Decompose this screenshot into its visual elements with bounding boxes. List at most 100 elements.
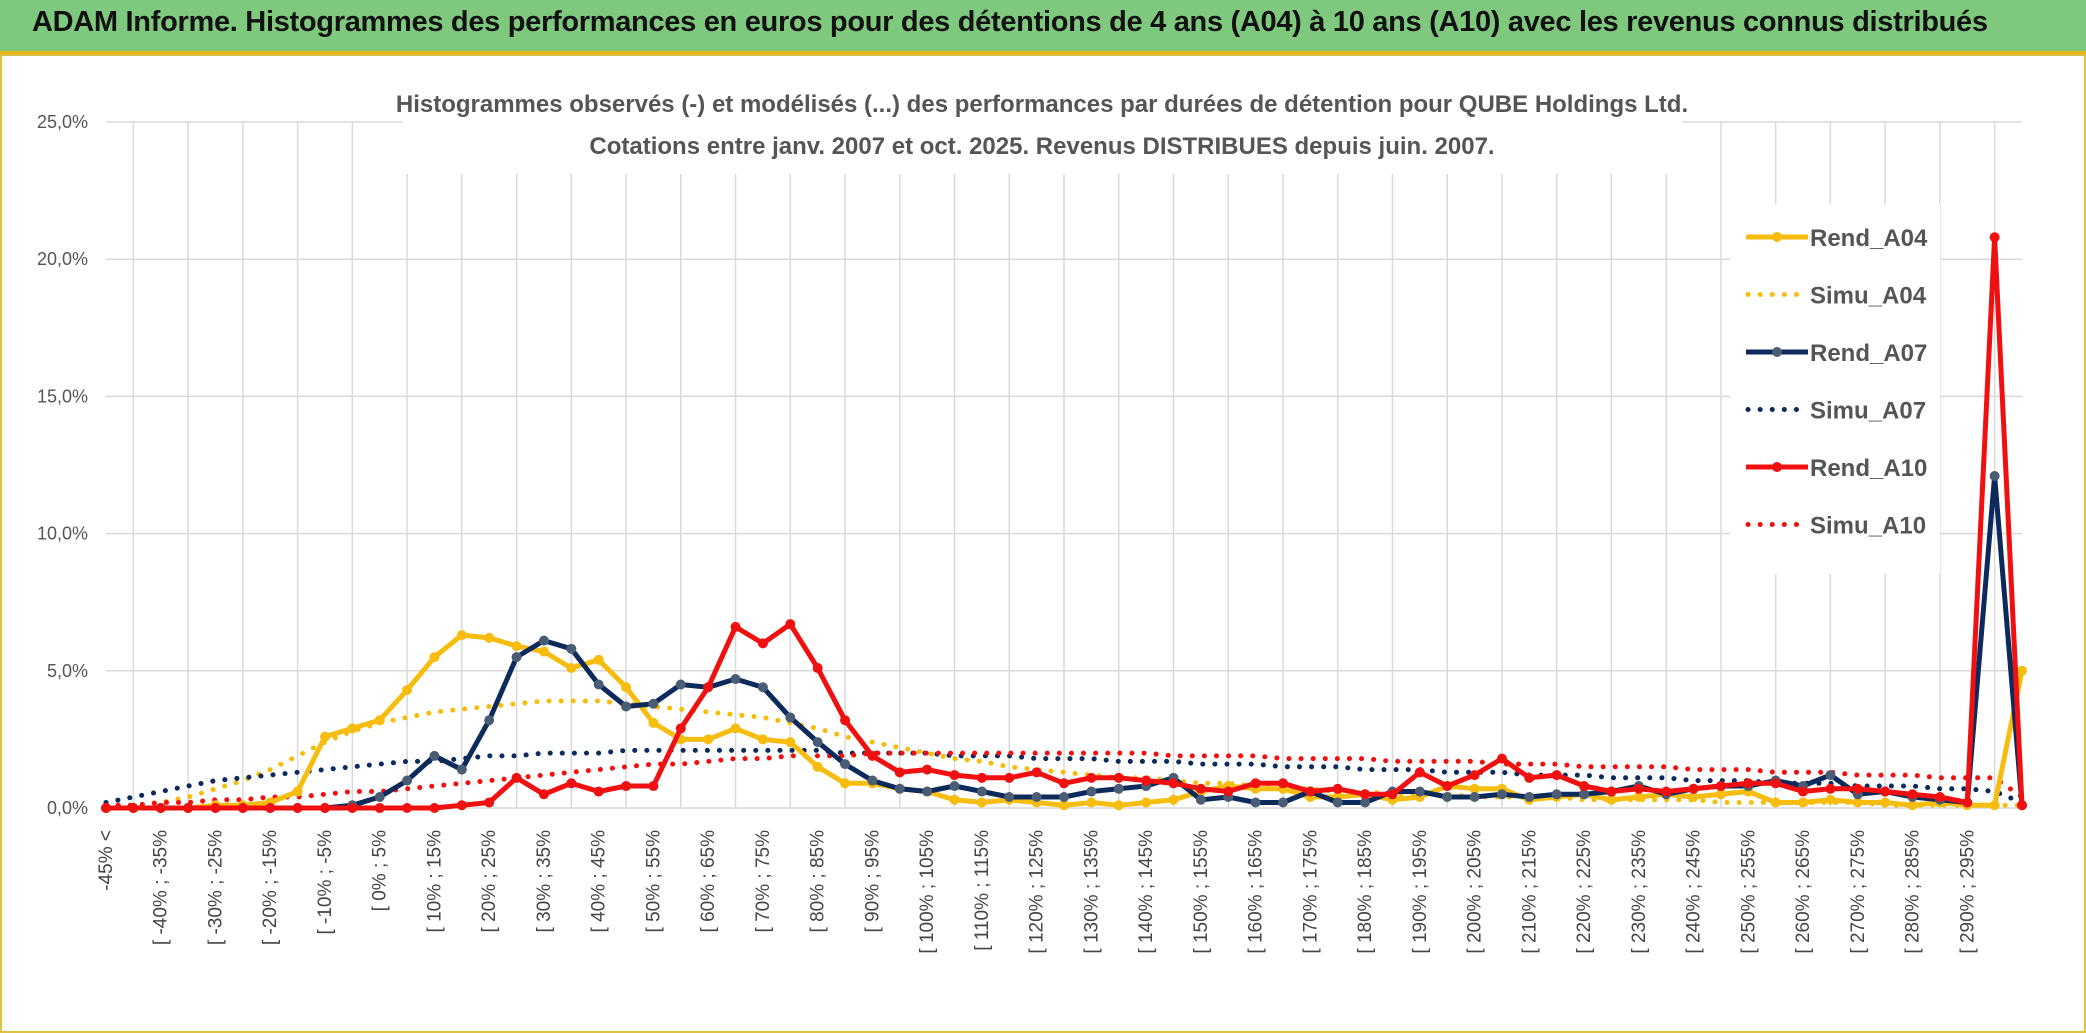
performance-histogram-chart: Histogrammes observés (-) et modélisés (… — [37, 78, 2027, 954]
data-point — [621, 781, 632, 792]
x-tick-label: [ 160% ; 165% — [1246, 830, 1267, 954]
data-point — [1277, 778, 1288, 789]
data-point — [1688, 783, 1699, 794]
data-point — [292, 803, 303, 813]
data-point — [1962, 797, 1973, 808]
data-point — [757, 734, 768, 745]
data-point — [429, 750, 440, 761]
legend-item-Rend_A04: Rend_A04 — [1746, 225, 1928, 252]
data-point — [1414, 767, 1425, 778]
data-point — [840, 759, 851, 770]
data-point — [1059, 778, 1069, 789]
x-tick-label: [ 20% ; 25% — [479, 830, 500, 933]
data-point — [1360, 789, 1371, 800]
legend-label: Rend_A10 — [1810, 455, 1927, 482]
data-point — [1004, 772, 1015, 783]
data-point — [1579, 781, 1590, 792]
data-point — [1031, 792, 1042, 803]
data-point — [1496, 753, 1507, 764]
x-tick-label: [ 150% ; 155% — [1191, 830, 1212, 954]
data-point — [675, 723, 686, 734]
data-point — [374, 792, 385, 803]
data-point — [1332, 783, 1343, 794]
chart-title-background — [402, 78, 1682, 174]
data-point — [1141, 797, 1152, 808]
legend-item-Simu_A04: Simu_A04 — [1745, 283, 1927, 310]
data-point — [812, 761, 823, 772]
data-point — [593, 679, 604, 690]
data-point — [621, 701, 632, 712]
x-tick-label: [ 140% ; 145% — [1136, 830, 1157, 954]
chart-frame: Histogrammes observés (-) et modélisés (… — [0, 54, 2086, 1033]
data-point — [703, 734, 714, 745]
x-tick-label: [ -30% ; -25% — [205, 830, 226, 945]
data-point — [538, 635, 549, 646]
x-tick-label: [ 80% ; 85% — [808, 830, 829, 933]
data-point — [1606, 794, 1617, 805]
data-point — [1551, 789, 1562, 800]
data-point — [2017, 800, 2027, 811]
data-point — [785, 712, 796, 723]
data-point — [1469, 792, 1480, 803]
data-point — [128, 803, 139, 813]
x-tick-label: [ 270% ; 275% — [1848, 830, 1869, 954]
data-point — [1715, 789, 1726, 800]
data-point — [1113, 783, 1124, 794]
data-point — [429, 803, 440, 813]
data-point — [1934, 792, 1945, 803]
x-tick-label: [ 0% ; 5% — [370, 830, 391, 911]
series-Rend_A10 — [101, 232, 2027, 813]
data-point — [1360, 797, 1371, 808]
data-point — [319, 803, 330, 813]
x-tick-label: [ 10% ; 15% — [424, 830, 445, 933]
legend-label: Rend_A04 — [1810, 225, 1928, 252]
x-tick-label: [ 40% ; 45% — [589, 830, 610, 933]
data-point — [675, 679, 686, 690]
data-point — [730, 621, 741, 632]
data-point — [456, 800, 467, 811]
data-point — [347, 803, 358, 813]
data-point — [1277, 797, 1288, 808]
data-point — [648, 698, 659, 709]
legend-label: Rend_A07 — [1810, 340, 1927, 367]
data-point — [1743, 778, 1754, 789]
data-point — [621, 682, 632, 693]
data-point — [785, 737, 796, 748]
legend-marker — [1772, 462, 1782, 472]
x-tick-label: [ 70% ; 75% — [753, 830, 774, 933]
data-point — [1606, 786, 1617, 797]
x-tick-label: [ 60% ; 65% — [698, 830, 719, 933]
data-point — [1086, 797, 1097, 808]
data-point — [867, 775, 878, 786]
x-tick-label: [ -40% ; -35% — [151, 830, 172, 945]
data-point — [1524, 792, 1535, 803]
data-point — [511, 641, 522, 652]
x-tick-label: [ 200% ; 205% — [1465, 830, 1486, 954]
data-point — [1770, 778, 1781, 789]
x-tick-label: [ 250% ; 255% — [1738, 830, 1759, 954]
legend-item-Rend_A10: Rend_A10 — [1746, 455, 1927, 482]
chart-legend: Rend_A04 Simu_A04 Rend_A07 Simu_A07 Rend_A10… — [1730, 204, 1940, 574]
data-point — [593, 654, 604, 665]
data-point — [1168, 794, 1179, 805]
data-point — [1798, 797, 1809, 808]
data-point — [730, 674, 741, 685]
data-point — [511, 652, 522, 663]
data-point — [1059, 792, 1069, 803]
data-point — [1579, 789, 1590, 800]
data-point — [484, 715, 495, 726]
x-tick-label: [ 120% ; 125% — [1027, 830, 1048, 954]
data-point — [1195, 794, 1206, 805]
y-tick-label: 25,0% — [37, 112, 88, 132]
data-point — [730, 723, 741, 734]
data-point — [456, 764, 467, 775]
data-point — [867, 750, 878, 761]
y-tick-label: 0,0% — [47, 798, 88, 818]
data-point — [374, 715, 385, 726]
data-point — [1195, 783, 1206, 794]
data-point — [237, 803, 248, 813]
data-point — [1852, 783, 1863, 794]
data-point — [1113, 800, 1124, 811]
data-point — [922, 764, 933, 775]
data-point — [566, 778, 577, 789]
